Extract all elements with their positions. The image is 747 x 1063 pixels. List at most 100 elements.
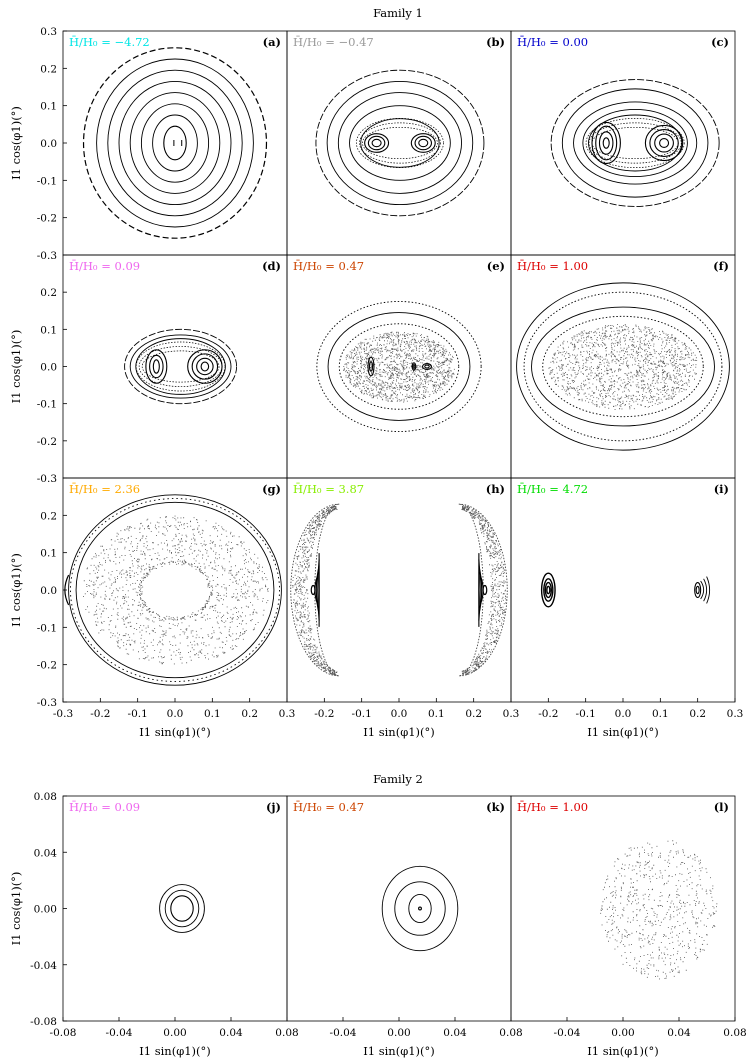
separatrix-b-3 [356, 118, 444, 168]
island-left-i-0 [546, 585, 551, 595]
crescent-orbit-h-0-2 [317, 559, 320, 621]
panel-b: H̄/H₀ = −0.47 (b) [286, 30, 512, 256]
crescent-h-1 [458, 503, 508, 677]
island-left-d-2 [145, 349, 168, 384]
chaotic-sea-l-points [600, 840, 718, 980]
x-tick-label: -0.04 [554, 1027, 581, 1039]
panel-frame-c [510, 30, 736, 256]
orbit-b-1 [349, 105, 451, 181]
panel-title-e: H̄/H₀ = 0.47 [293, 259, 364, 273]
panel-f: H̄/H₀ = 1.00 (f) [510, 254, 736, 479]
island-core-e-2 [424, 364, 430, 369]
island-left-c-0 [602, 137, 610, 149]
x-tick-label: 0.1 [204, 708, 221, 720]
panel-title-b: H̄/H₀ = −0.47 [293, 35, 374, 49]
orbit-a-3 [129, 92, 221, 194]
orbit-a-2 [140, 103, 210, 183]
island-right-d-3 [187, 349, 223, 384]
separatrix-b-2 [359, 122, 441, 164]
x-axis-label: I1 sin(φ1)(°) [363, 725, 435, 739]
outer-arc-a-0 [82, 47, 268, 239]
chaotic-sea-l [600, 840, 718, 980]
arc-right-i-3 [706, 576, 711, 604]
panel-label-d: (d) [262, 259, 281, 273]
family2-title: Family 2 [373, 772, 423, 786]
island-core-e-1 [412, 364, 416, 369]
orbit-b-3 [326, 80, 474, 206]
island-right-c-3 [644, 124, 684, 162]
x-tick-label: -0.04 [330, 1027, 357, 1039]
family1-title: Family 1 [373, 6, 423, 20]
orbit-d-2 [124, 328, 238, 405]
y-tick-label: 0.1 [40, 101, 57, 113]
panel-f-curves [516, 282, 730, 451]
x-tick-label: 0.1 [652, 708, 669, 720]
panel-a-curves [82, 47, 268, 239]
y-tick-label: 0.3 [40, 26, 57, 38]
orbit-f-2 [523, 291, 723, 442]
orbit-f-1 [531, 306, 715, 427]
chaotic-sea-e [343, 331, 455, 403]
panel-label-b: (b) [486, 35, 505, 49]
separatrix-d-3 [135, 341, 226, 392]
island-left-b-0 [371, 138, 382, 148]
island-e-1 [411, 362, 417, 371]
panel-label-c: (c) [711, 35, 729, 49]
panel-label-e: (e) [487, 259, 505, 273]
panel-frame-e [286, 254, 512, 479]
x-tick-label: 0.0 [615, 708, 632, 720]
orbit-j-0 [170, 895, 194, 922]
orbit-b-4 [315, 69, 485, 217]
x-tick-label: -0.2 [538, 708, 558, 720]
panel-j: H̄/H₀ = 0.09 (j) [62, 795, 288, 1022]
island-left-d-1 [149, 354, 164, 379]
island-right-i-1 [694, 581, 702, 599]
panel-frame-j [62, 795, 288, 1022]
panel-frame-d [62, 254, 288, 479]
chaotic-sea-f [548, 324, 698, 410]
y-tick-label: -0.3 [37, 473, 57, 485]
island-left-i-2 [543, 578, 554, 602]
y-tick-label: 0.08 [34, 791, 57, 803]
panel-c-curves [550, 79, 720, 207]
panel-label-k: (k) [486, 800, 505, 814]
x-tick-label: -0.2 [90, 708, 110, 720]
panel-title-f: H̄/H₀ = 1.00 [517, 259, 588, 273]
panel-d: H̄/H₀ = 0.09 (d) [62, 254, 288, 479]
island-right-b-0 [418, 138, 429, 148]
orbit-k-0 [418, 906, 422, 911]
orbit-k-3 [381, 865, 459, 952]
panel-k-curves [381, 865, 459, 952]
y-tick-label: 0.04 [34, 847, 58, 859]
orbit-a-5 [107, 69, 243, 217]
panel-label-a: (a) [263, 35, 281, 49]
panel-g: H̄/H₀ = 2.36 (g) [62, 477, 288, 703]
arc-right-i-1 [700, 580, 705, 600]
x-tick-label: 0.08 [499, 1027, 522, 1039]
orbit-b-2 [337, 92, 462, 194]
crescent-orbit-h-0-3 [315, 565, 320, 615]
x-tick-label: -0.3 [53, 708, 73, 720]
panel-l-curves [600, 840, 718, 980]
panel-j-curves [159, 884, 205, 933]
island-left-c-1 [598, 131, 614, 155]
orbit-b-0 [360, 118, 440, 168]
panel-frame-b [286, 30, 512, 256]
panel-e: H̄/H₀ = 0.47 (e) [286, 254, 512, 479]
y-tick-label: 0.1 [40, 548, 57, 560]
y-tick-label: 0.0 [40, 362, 57, 374]
panel-label-i: (i) [714, 482, 729, 496]
x-tick-label: -0.2 [314, 708, 334, 720]
orbit-k-2 [394, 881, 446, 936]
y-tick-label: 0.00 [34, 904, 57, 916]
panel-label-f: (f) [713, 259, 729, 273]
panel-e-curves [316, 301, 482, 432]
orbit-c-4 [550, 79, 720, 207]
x-tick-label: 0.00 [611, 1027, 634, 1039]
orbit-k-1 [408, 893, 432, 924]
island-e-2 [421, 362, 433, 371]
panel-title-i: H̄/H₀ = 4.72 [517, 482, 588, 496]
panel-label-g: (g) [262, 482, 281, 496]
separatrix-b-1 [362, 126, 438, 160]
island-right-c-1 [654, 133, 674, 153]
